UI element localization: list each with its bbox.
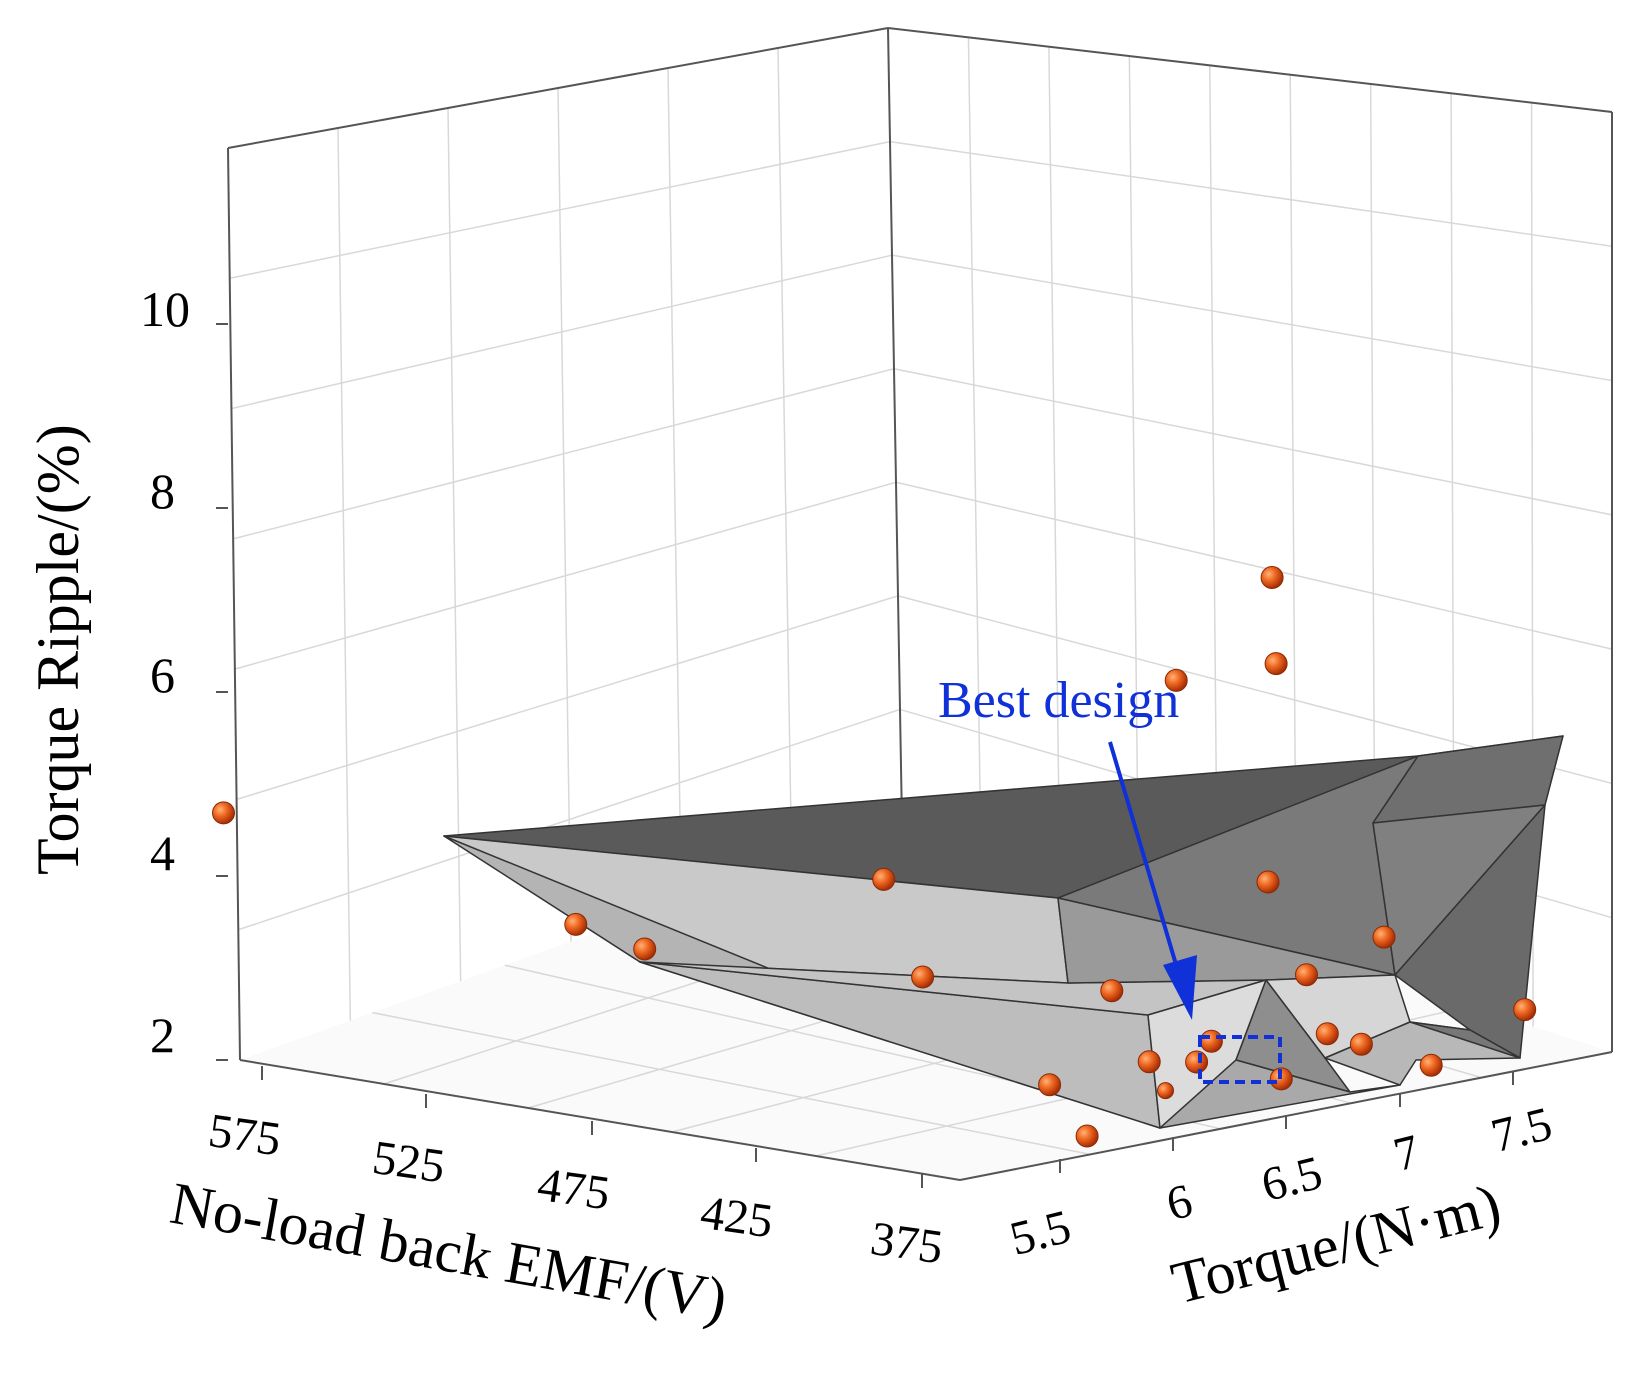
grid-line: [238, 708, 901, 931]
grid-line: [1048, 46, 1061, 874]
best-design-point: [1157, 1082, 1174, 1100]
frame-edge: [887, 27, 1613, 113]
data-point: [1372, 925, 1396, 949]
x-tick-label: 575: [205, 1104, 284, 1167]
grid-line: [667, 67, 683, 903]
x-tick-label: 525: [369, 1131, 448, 1194]
data-point: [1419, 1053, 1443, 1077]
grid-line: [236, 595, 899, 801]
data-point: [872, 867, 896, 891]
z-tick-label: 6: [150, 647, 175, 703]
surface-facet: [1409, 1021, 1521, 1059]
arrow-head: [1163, 955, 1197, 1020]
arrow-shaft: [1108, 741, 1182, 979]
z-axis-ticks: [216, 323, 228, 1061]
z-tick-label: 4: [150, 825, 175, 881]
grid-line: [895, 481, 1613, 650]
data-point: [1164, 668, 1188, 692]
y-axis-ticks: [1059, 1071, 1514, 1173]
y-tick-label: 6.5: [1256, 1146, 1327, 1212]
grid-line: [893, 367, 1613, 516]
grid-line: [1128, 55, 1140, 900]
grid-line: [889, 140, 1613, 248]
z-tick-label: 10: [140, 281, 190, 337]
z-axis-label: Torque Ripple/(%): [25, 424, 91, 875]
y-tick-label: 7.5: [1486, 1097, 1557, 1163]
y-axis-label: Torque/(N·m): [1165, 1171, 1507, 1316]
data-point: [1260, 566, 1284, 589]
data-point: [1075, 1124, 1099, 1148]
data-point: [1199, 1029, 1223, 1053]
data-point: [1513, 998, 1537, 1022]
y-tick-label: 6: [1161, 1174, 1197, 1231]
y-tick-label: 7: [1388, 1125, 1424, 1182]
y-tick-label: 5.5: [1005, 1200, 1076, 1266]
grid-line: [229, 140, 891, 280]
frame-edge: [239, 1059, 961, 1181]
data-point: [1038, 1073, 1062, 1097]
grid-line: [967, 37, 982, 849]
frame-edge: [887, 27, 903, 824]
data-points: [212, 566, 1537, 1148]
x-axis-label: No-load back EMF/(V): [166, 1170, 732, 1333]
data-point: [564, 912, 588, 936]
grid-line: [557, 87, 572, 942]
x-tick-label: 475: [534, 1158, 613, 1221]
data-point: [1137, 1050, 1161, 1074]
data-point: [911, 965, 935, 989]
data-point: [1349, 1032, 1373, 1056]
surface: [443, 735, 1564, 1129]
data-point: [1185, 1050, 1209, 1074]
data-point: [1315, 1022, 1339, 1046]
grid-line: [232, 367, 895, 540]
grid-line: [337, 127, 352, 1021]
best-design-arrow: [1108, 741, 1197, 1020]
z-tick-label: 8: [150, 463, 175, 519]
grid-line: [372, 1011, 1091, 1156]
x-tick-label: 425: [697, 1186, 776, 1249]
frame-edge: [227, 147, 241, 1061]
grid-line: [231, 254, 893, 410]
grid-line: [777, 47, 793, 863]
best-design-label: Best design: [938, 672, 1179, 729]
grid-line: [891, 254, 1613, 382]
data-point: [1256, 870, 1280, 894]
data-point: [1295, 963, 1318, 987]
data-point: [633, 937, 657, 961]
x-axis-ticks: [261, 1066, 923, 1188]
z-tick-label: 2: [150, 1007, 175, 1063]
grid-line: [234, 481, 897, 670]
frame: [227, 27, 1613, 1181]
best-design-highlight: [1198, 1035, 1282, 1084]
x-tick-label: 375: [867, 1212, 946, 1275]
data-point: [1264, 652, 1288, 676]
data-point: [1100, 979, 1124, 1003]
data-point: [212, 801, 235, 825]
frame-edge: [227, 27, 889, 149]
